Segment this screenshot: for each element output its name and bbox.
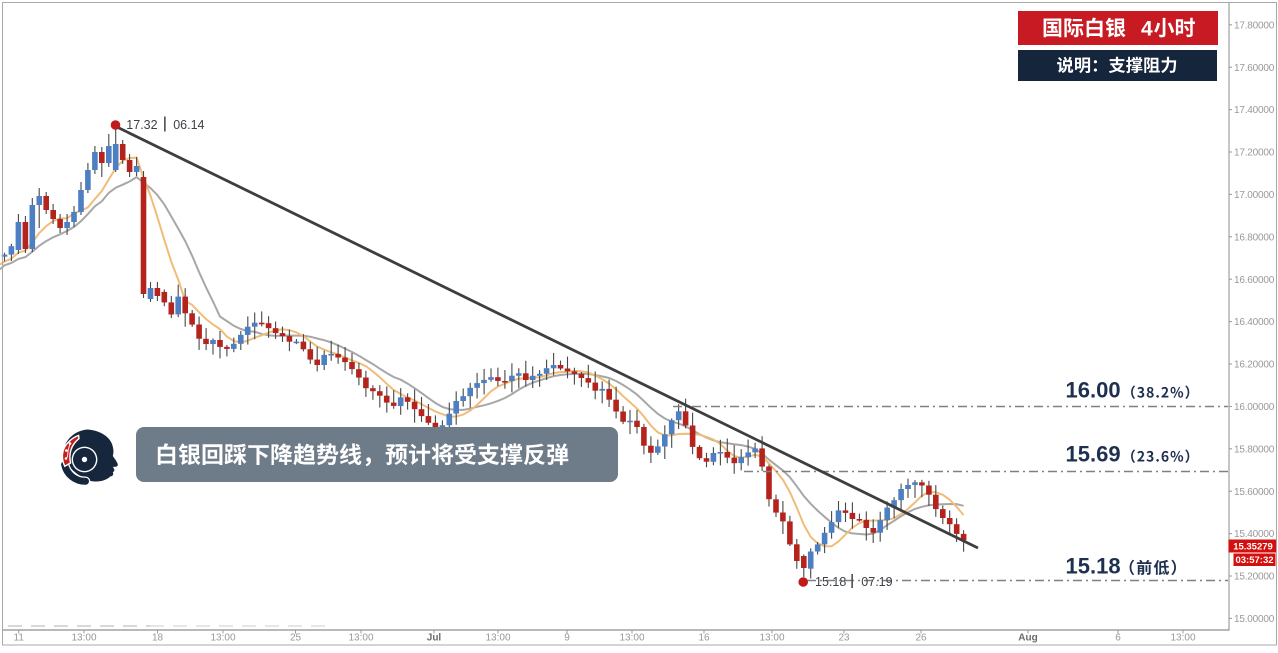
- svg-text:15.80000: 15.80000: [1234, 444, 1275, 455]
- svg-text:17.40000: 17.40000: [1234, 105, 1275, 116]
- svg-text:6: 6: [1115, 633, 1121, 644]
- svg-text:16.80000: 16.80000: [1234, 232, 1275, 243]
- svg-text:26: 26: [915, 633, 927, 644]
- svg-text:16.20000: 16.20000: [1234, 360, 1275, 371]
- svg-text:23: 23: [838, 633, 850, 644]
- svg-text:16.00000: 16.00000: [1234, 402, 1275, 413]
- svg-text:17.20000: 17.20000: [1234, 148, 1275, 159]
- svg-text:13:00: 13:00: [71, 633, 96, 644]
- svg-text:13:00: 13:00: [348, 633, 373, 644]
- svg-text:13:00: 13:00: [619, 633, 644, 644]
- svg-text:Jul: Jul: [427, 633, 442, 644]
- svg-text:25: 25: [290, 633, 302, 644]
- svg-text:17.00000: 17.00000: [1234, 190, 1275, 201]
- svg-text:15.00000: 15.00000: [1234, 614, 1275, 625]
- svg-text:15.40000: 15.40000: [1234, 529, 1275, 540]
- svg-text:17.60000: 17.60000: [1234, 63, 1275, 74]
- svg-text:Aug: Aug: [1018, 633, 1037, 644]
- svg-text:15.35279: 15.35279: [1233, 542, 1273, 553]
- svg-text:13:00: 13:00: [1170, 633, 1195, 644]
- svg-text:16.60000: 16.60000: [1234, 275, 1275, 286]
- svg-text:15.69: 15.69: [1066, 442, 1121, 467]
- svg-text:15.18: 15.18: [815, 575, 846, 589]
- svg-text:18: 18: [152, 633, 164, 644]
- svg-text:17.32: 17.32: [126, 118, 157, 132]
- svg-text:9: 9: [564, 633, 570, 644]
- svg-text:16.40000: 16.40000: [1234, 317, 1275, 328]
- svg-text:07.19: 07.19: [861, 575, 892, 589]
- svg-text:06.14: 06.14: [173, 118, 204, 132]
- svg-text:13:00: 13:00: [485, 633, 510, 644]
- svg-text:15.20000: 15.20000: [1234, 572, 1275, 583]
- svg-text:15.60000: 15.60000: [1234, 487, 1275, 498]
- svg-text:15.18: 15.18: [1066, 554, 1121, 579]
- svg-text:16: 16: [698, 633, 710, 644]
- svg-text:17.80000: 17.80000: [1234, 20, 1275, 31]
- svg-text:03:57:32: 03:57:32: [1235, 555, 1273, 566]
- svg-text:13:00: 13:00: [759, 633, 784, 644]
- svg-text:11: 11: [14, 633, 25, 644]
- svg-text:13:00: 13:00: [210, 633, 235, 644]
- svg-text:16.00: 16.00: [1066, 378, 1121, 403]
- svg-text:4: 4: [1141, 18, 1153, 41]
